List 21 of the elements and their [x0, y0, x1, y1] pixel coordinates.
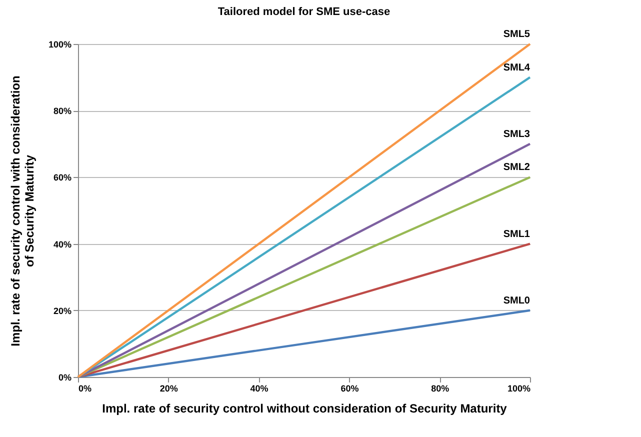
x-tick-label: 60% [340, 384, 359, 394]
series-label: SML1 [503, 228, 530, 240]
series-label: SML2 [503, 162, 530, 174]
x-tick-label: 40% [250, 384, 268, 394]
y-axis-title: Impl. rate of security control with consideration of Security Maturity [8, 76, 36, 346]
x-tick-label: 80% [431, 384, 450, 394]
x-tick-label: 20% [160, 384, 178, 394]
y-tick-label: 40% [53, 239, 72, 250]
x-tick-label: 0% [78, 384, 92, 394]
series-label: SML3 [503, 128, 530, 140]
y-tick-label: 60% [53, 172, 72, 183]
chart-title: Tailored model for SME use-case [218, 6, 390, 18]
x-tick-label: 100% [507, 384, 530, 394]
y-tick-label: 0% [58, 372, 72, 382]
y-tick-label: 80% [53, 106, 72, 116]
y-tick-label: 20% [53, 306, 72, 316]
series-label: SML5 [503, 29, 530, 40]
y-tick-label: 100% [48, 40, 72, 50]
x-axis-title: Impl. rate of security control without consideration of Security Maturity [102, 402, 508, 416]
series-label: SML4 [503, 62, 530, 74]
series-label: SML0 [503, 295, 530, 306]
